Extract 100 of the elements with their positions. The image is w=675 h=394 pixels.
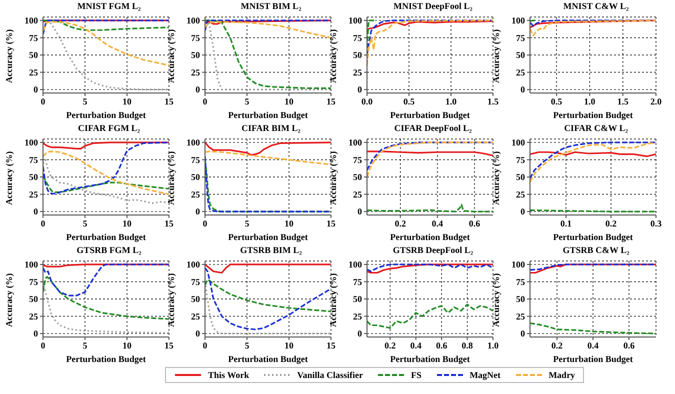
x-tick-label: 10 bbox=[284, 340, 294, 350]
x-tick-label: 1.5 bbox=[617, 96, 629, 106]
x-tick-label: 0 bbox=[40, 340, 46, 350]
y-tick-label: 0 bbox=[34, 328, 38, 339]
x-tick-label: 0.1 bbox=[560, 218, 572, 228]
line-series bbox=[43, 276, 169, 320]
chart-title: GTSRB FGM L₂ bbox=[76, 244, 142, 257]
x-tick-label: 0.8 bbox=[462, 340, 474, 350]
y-tick-label: 25 bbox=[516, 67, 526, 78]
x-axis-title: Perturbation Budget bbox=[390, 110, 470, 120]
chart-title: MNIST FGM L₂ bbox=[76, 0, 142, 13]
x-tick-label: 5 bbox=[82, 218, 88, 228]
y-axis-title: Accuracy (%) bbox=[4, 151, 14, 205]
line-series bbox=[43, 142, 169, 194]
chart-title: CIFAR FGM L₂ bbox=[76, 122, 142, 135]
line-series bbox=[205, 150, 331, 166]
x-tick-label: 0.6 bbox=[623, 340, 636, 350]
x-tick-label: 0 bbox=[40, 218, 46, 228]
y-axis-title: Accuracy (%) bbox=[4, 29, 14, 83]
legend-label: FS bbox=[411, 370, 422, 380]
x-tick-label: 0.6 bbox=[468, 218, 481, 228]
y-tick-label: 50 bbox=[29, 294, 38, 304]
x-tick-label: 2.0 bbox=[650, 96, 662, 106]
x-axis-title: Perturbation Budget bbox=[228, 110, 308, 120]
legend-label: MagNet bbox=[470, 370, 501, 380]
y-tick-label: 100 bbox=[512, 138, 526, 148]
y-tick-label: 25 bbox=[353, 189, 362, 200]
y-tick-label: 75 bbox=[353, 154, 362, 165]
line-series bbox=[530, 20, 656, 36]
x-tick-label: 0.2 bbox=[384, 340, 396, 350]
y-axis-title: Accuracy (%) bbox=[166, 29, 176, 83]
line-series bbox=[205, 267, 331, 330]
y-tick-label: 75 bbox=[353, 32, 362, 43]
y-tick-label: 75 bbox=[516, 32, 526, 43]
line-series bbox=[43, 20, 169, 31]
x-tick-label: 0 bbox=[202, 340, 208, 350]
x-tick-label: 0.4 bbox=[432, 218, 444, 228]
x-axis-title: Perturbation Budget bbox=[66, 354, 146, 364]
x-tick-label: 0 bbox=[40, 96, 46, 106]
legend-label: Vanilla Classifier bbox=[297, 370, 364, 380]
x-axis-title: Perturbation Budget bbox=[390, 354, 470, 364]
y-tick-label: 0 bbox=[196, 206, 200, 217]
y-tick-label: 50 bbox=[191, 172, 200, 182]
x-tick-label: 5 bbox=[244, 218, 250, 228]
chart-title: CIFAR DeepFool L₂ bbox=[393, 122, 473, 135]
x-axis-title: Perturbation Budget bbox=[390, 232, 470, 242]
y-tick-label: 25 bbox=[353, 311, 362, 322]
y-tick-label: 100 bbox=[24, 138, 38, 148]
y-tick-label: 50 bbox=[353, 294, 362, 304]
y-tick-label: 75 bbox=[29, 32, 38, 43]
y-tick-label: 0 bbox=[196, 328, 200, 339]
x-tick-label: 10 bbox=[122, 96, 132, 106]
y-tick-label: 0 bbox=[520, 206, 526, 217]
y-tick-label: 50 bbox=[29, 172, 38, 182]
y-tick-label: 100 bbox=[186, 138, 200, 148]
x-axis-title: Perturbation Budget bbox=[553, 232, 633, 242]
y-tick-label: 75 bbox=[191, 32, 200, 43]
y-tick-label: 100 bbox=[24, 16, 38, 26]
line-series bbox=[367, 20, 493, 56]
chart-title: GTSRB DeepFool L₂ bbox=[392, 244, 474, 257]
x-tick-label: 0.5 bbox=[403, 96, 416, 106]
y-tick-label: 0 bbox=[196, 84, 200, 95]
x-tick-label: 5 bbox=[244, 340, 250, 350]
chart-title: MNIST C&W L₂ bbox=[562, 0, 630, 13]
x-tick-label: 15 bbox=[164, 218, 174, 228]
line-series bbox=[205, 264, 331, 274]
y-tick-label: 50 bbox=[191, 50, 200, 60]
y-tick-label: 0 bbox=[34, 84, 38, 95]
line-series bbox=[205, 142, 331, 156]
x-tick-label: 0.4 bbox=[410, 340, 422, 350]
y-tick-label: 75 bbox=[353, 276, 362, 287]
x-tick-label: 1.0 bbox=[487, 340, 500, 350]
x-tick-label: 10 bbox=[284, 218, 294, 228]
y-axis-title: Accuracy (%) bbox=[4, 273, 14, 327]
y-axis-title: Accuracy (%) bbox=[166, 273, 176, 327]
x-tick-label: 10 bbox=[122, 218, 132, 228]
line-series bbox=[43, 158, 169, 204]
y-tick-label: 0 bbox=[358, 328, 362, 339]
x-tick-label: 1.5 bbox=[487, 96, 500, 106]
line-series bbox=[43, 174, 169, 193]
line-series bbox=[530, 322, 656, 334]
y-tick-label: 75 bbox=[29, 154, 38, 165]
x-tick-label: 1.0 bbox=[584, 96, 596, 106]
x-axis-title: Perturbation Budget bbox=[553, 354, 633, 364]
x-tick-label: 10 bbox=[284, 96, 294, 106]
x-tick-label: 15 bbox=[326, 340, 336, 350]
x-tick-label: 0.5 bbox=[550, 96, 563, 106]
y-tick-label: 0 bbox=[34, 206, 38, 217]
y-tick-label: 100 bbox=[186, 260, 200, 270]
line-series bbox=[367, 20, 493, 30]
x-axis-title: Perturbation Budget bbox=[553, 110, 633, 120]
line-series bbox=[367, 142, 493, 171]
y-tick-label: 75 bbox=[191, 154, 200, 165]
x-tick-label: 0.3 bbox=[650, 218, 662, 228]
x-tick-label: 0 bbox=[202, 96, 208, 106]
line-series bbox=[43, 280, 169, 334]
x-tick-label: 15 bbox=[326, 218, 336, 228]
y-tick-label: 50 bbox=[516, 294, 526, 304]
y-tick-label: 25 bbox=[516, 189, 526, 200]
y-tick-label: 75 bbox=[29, 276, 38, 287]
